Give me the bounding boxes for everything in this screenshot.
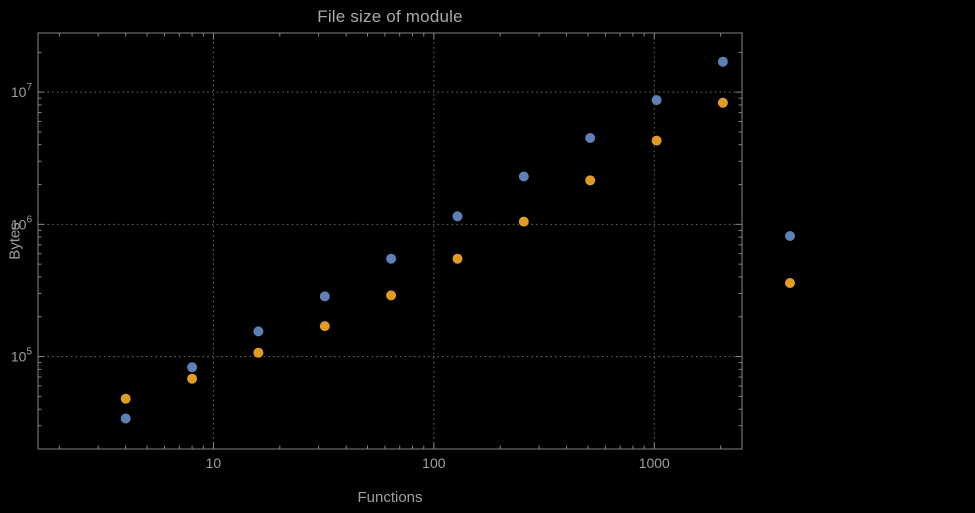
data-point-series-1-blue — [319, 291, 330, 302]
plot-frame — [37, 32, 743, 450]
y-tick-label: 106 — [11, 214, 33, 232]
data-point-series-1-blue — [452, 211, 463, 222]
data-point-series-2-orange — [319, 321, 330, 332]
data-point-series-2-orange — [187, 373, 198, 384]
x-tick-label: 10 — [206, 455, 222, 471]
data-point-series-2-orange — [717, 97, 728, 108]
data-point-series-1-blue — [120, 413, 131, 424]
data-point-series-1-blue — [518, 171, 529, 182]
data-point-series-1-blue — [651, 95, 662, 106]
data-point-series-2-orange — [386, 290, 397, 301]
legend-marker — [785, 278, 795, 288]
data-point-series-2-orange — [120, 393, 131, 404]
data-point-series-1-blue — [253, 326, 264, 337]
x-tick-label: 1000 — [639, 455, 670, 471]
data-point-series-2-orange — [452, 253, 463, 264]
y-tick-label: 105 — [11, 347, 33, 365]
data-point-series-1-blue — [187, 362, 198, 373]
data-point-series-2-orange — [253, 347, 264, 358]
data-point-series-2-orange — [585, 175, 596, 186]
x-tick-label: 100 — [422, 455, 446, 471]
data-point-series-1-blue — [386, 253, 397, 264]
legend-marker — [785, 231, 795, 241]
chart-title: File size of module — [317, 7, 463, 26]
x-axis-label: Functions — [357, 489, 423, 506]
data-point-series-1-blue — [717, 56, 728, 67]
data-point-series-2-orange — [651, 135, 662, 146]
y-tick-label: 107 — [11, 82, 33, 100]
data-point-series-1-blue — [585, 133, 596, 143]
data-point-series-2-orange — [518, 216, 529, 227]
